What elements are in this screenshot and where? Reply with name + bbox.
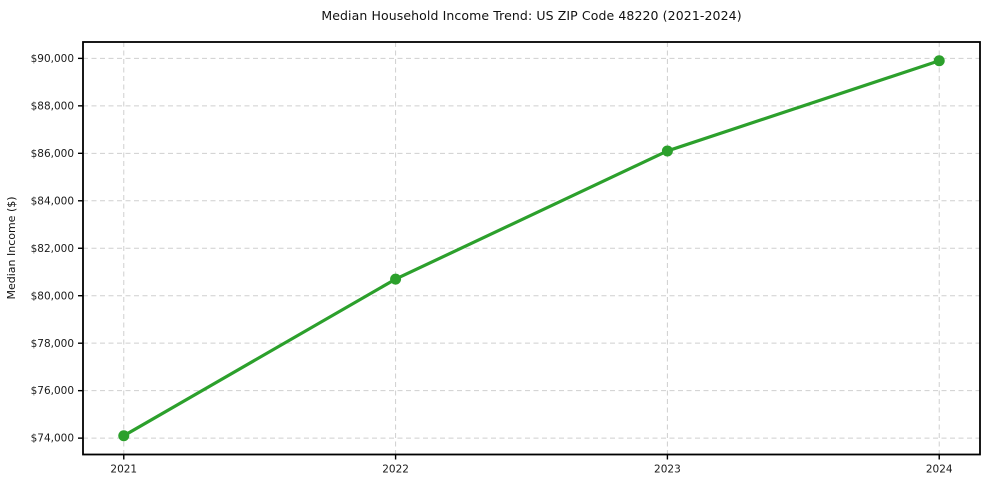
- y-axis-label: Median Income ($): [5, 196, 18, 300]
- y-tick-label: $80,000: [31, 290, 74, 302]
- y-tick-label: $84,000: [31, 195, 74, 207]
- y-tick-label: $86,000: [31, 148, 74, 160]
- x-tick-label: 2021: [110, 464, 137, 476]
- data-point-2021: [118, 430, 130, 442]
- chart-title: Median Household Income Trend: US ZIP Co…: [321, 8, 742, 23]
- y-tick-label: $90,000: [31, 53, 74, 65]
- x-tick-label: 2023: [654, 464, 681, 476]
- y-tick-label: $88,000: [31, 100, 74, 112]
- x-tick-label: 2022: [382, 464, 409, 476]
- x-tick-label: 2024: [926, 464, 953, 476]
- y-tick-label: $78,000: [31, 338, 74, 350]
- trend-line: [122, 59, 941, 438]
- data-point-2024: [933, 55, 945, 67]
- data-point-2022: [390, 273, 402, 285]
- y-tick-label: $74,000: [31, 433, 74, 445]
- y-tick-label: $76,000: [31, 385, 74, 397]
- plot-border: [82, 41, 981, 456]
- data-point-2023: [661, 145, 673, 157]
- y-tick-label: $82,000: [31, 243, 74, 255]
